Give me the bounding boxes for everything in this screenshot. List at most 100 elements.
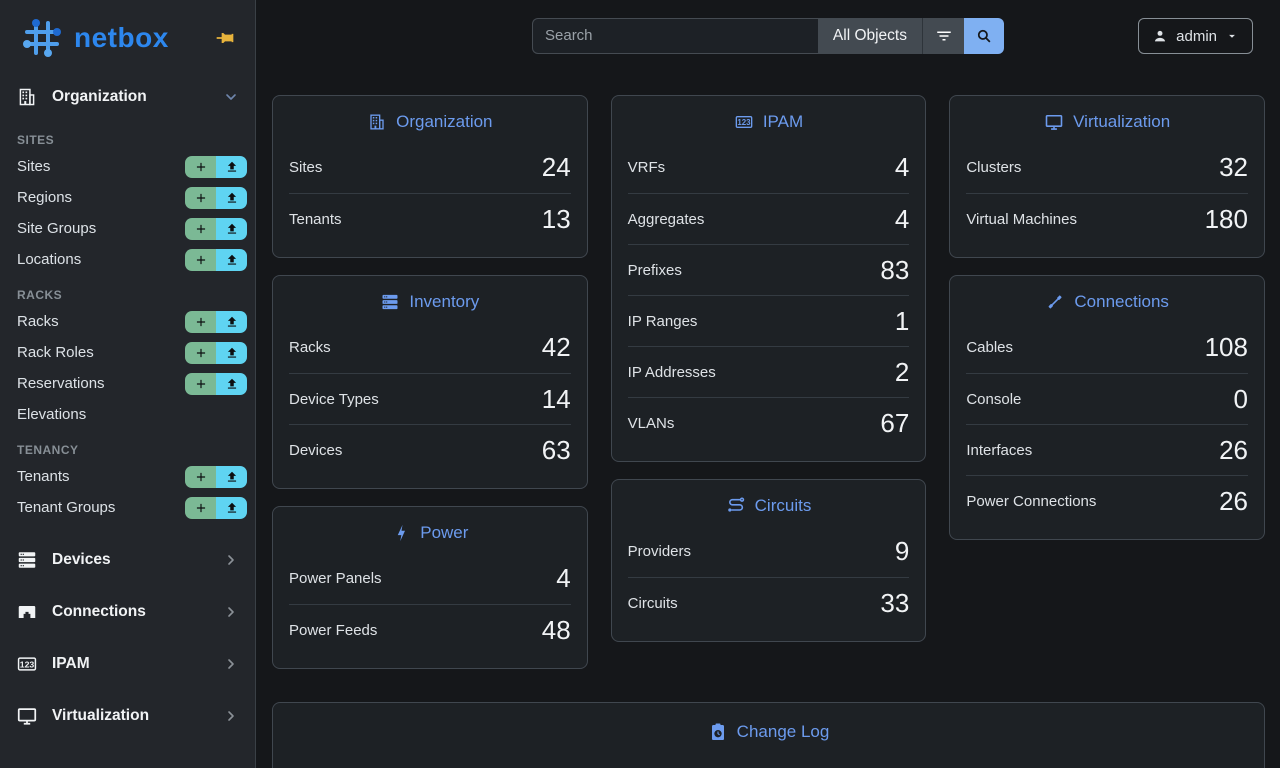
sidebar-item-link[interactable]: Racks bbox=[17, 313, 59, 330]
add-button[interactable] bbox=[185, 155, 216, 178]
card-power: Power Power Panels 4 Power Feeds 48 bbox=[272, 506, 588, 669]
search-scope-button[interactable]: All Objects bbox=[817, 17, 922, 54]
stat-row-vlans: VLANs 67 bbox=[627, 397, 910, 448]
sidebar-item-link[interactable]: Sites bbox=[17, 158, 51, 175]
sidebar-item-link[interactable]: Reservations bbox=[17, 375, 105, 392]
add-button[interactable] bbox=[185, 248, 216, 271]
sidebar-item-link[interactable]: Elevations bbox=[17, 406, 87, 423]
card-header: Connections bbox=[950, 276, 1264, 322]
stat-label-link[interactable]: Interfaces bbox=[966, 441, 1033, 459]
import-button[interactable] bbox=[216, 310, 247, 333]
add-button[interactable] bbox=[185, 372, 216, 395]
sidebar-group-label: Connections bbox=[52, 603, 146, 620]
card-title-link[interactable]: Organization bbox=[396, 112, 493, 131]
stat-row-power-connections: Power Connections 26 bbox=[966, 475, 1248, 526]
sidebar-group-organization[interactable]: Organization bbox=[0, 74, 255, 120]
stat-label-link[interactable]: Power Feeds bbox=[289, 621, 378, 639]
sidebar-pin-button[interactable] bbox=[215, 28, 235, 48]
stat-label-link[interactable]: IP Addresses bbox=[627, 363, 716, 381]
search-submit-button[interactable] bbox=[964, 17, 1004, 54]
plus-icon bbox=[194, 160, 208, 174]
upload-icon bbox=[225, 191, 239, 205]
stat-label-link[interactable]: Clusters bbox=[966, 159, 1022, 176]
stat-label-link[interactable]: Circuits bbox=[627, 594, 678, 612]
sidebar-item-link[interactable]: Tenants bbox=[17, 468, 70, 485]
sidebar-group-label: IPAM bbox=[52, 655, 90, 672]
building-icon bbox=[367, 112, 387, 132]
stat-row-prefixes: Prefixes 83 bbox=[627, 244, 910, 295]
stat-label-link[interactable]: Aggregates bbox=[627, 210, 705, 228]
add-button[interactable] bbox=[185, 341, 216, 364]
dashboard-column: Virtualization Clusters 32 Virtual Machines… bbox=[949, 95, 1265, 540]
import-button[interactable] bbox=[216, 186, 247, 209]
card-title-link[interactable]: Connections bbox=[1074, 292, 1169, 311]
sidebar-group-devices[interactable]: Devices bbox=[0, 537, 255, 583]
stat-label-link[interactable]: Power Connections bbox=[966, 492, 1097, 510]
main-area: All Objects admin OrganizationSites24Ten… bbox=[256, 0, 1280, 768]
add-button[interactable] bbox=[185, 310, 216, 333]
import-button[interactable] bbox=[216, 465, 247, 488]
card-title-link[interactable]: Change Log bbox=[736, 722, 830, 741]
import-button[interactable] bbox=[216, 155, 247, 178]
card-title-link[interactable]: Virtualization bbox=[1073, 112, 1171, 131]
sidebar-group-connections[interactable]: Connections bbox=[0, 589, 255, 635]
stat-label-link[interactable]: Providers bbox=[627, 543, 692, 560]
person-icon bbox=[1152, 28, 1168, 44]
card-title-link[interactable]: IPAM bbox=[762, 112, 804, 131]
stat-label-link[interactable]: VRFs bbox=[627, 159, 666, 176]
netbox-logo-link[interactable]: netbox bbox=[18, 14, 169, 62]
sidebar-item-link[interactable]: Site Groups bbox=[17, 220, 97, 237]
stat-label-link[interactable]: Cables bbox=[966, 339, 1014, 356]
add-button[interactable] bbox=[185, 496, 216, 519]
svg-text:123: 123 bbox=[737, 118, 751, 127]
search-input[interactable] bbox=[532, 17, 818, 54]
sidebar: netbox Organization SITES Sites Regions Sit… bbox=[0, 0, 256, 768]
add-button[interactable] bbox=[185, 186, 216, 209]
add-button[interactable] bbox=[185, 217, 216, 240]
import-button[interactable] bbox=[216, 496, 247, 519]
item-action-buttons bbox=[185, 372, 247, 395]
stat-label-link[interactable]: Devices bbox=[289, 441, 343, 459]
search-filter-button[interactable] bbox=[922, 17, 964, 54]
stat-label-link[interactable]: Racks bbox=[289, 339, 331, 356]
stat-label-link[interactable]: IP Ranges bbox=[627, 312, 698, 330]
card-title-link[interactable]: Inventory bbox=[409, 292, 480, 311]
import-button[interactable] bbox=[216, 372, 247, 395]
card-header: Power bbox=[273, 507, 587, 553]
stat-label-link[interactable]: Sites bbox=[289, 159, 323, 176]
card-title-link[interactable]: Power bbox=[420, 523, 469, 542]
stat-label-link[interactable]: Virtual Machines bbox=[966, 210, 1077, 228]
item-action-buttons bbox=[185, 155, 247, 178]
sidebar-item-link[interactable]: Locations bbox=[17, 251, 82, 268]
stat-label-link[interactable]: Prefixes bbox=[627, 261, 682, 279]
stat-row-tenants: Tenants 13 bbox=[289, 193, 571, 244]
chevron-right-icon bbox=[223, 708, 239, 724]
user-menu-button[interactable]: admin bbox=[1138, 18, 1253, 54]
sidebar-group-label: Organization bbox=[52, 88, 147, 105]
stat-label-link[interactable]: Device Types bbox=[289, 390, 379, 408]
sidebar-item-rack-roles: Rack Roles bbox=[0, 337, 255, 368]
stat-label-link[interactable]: Power Panels bbox=[289, 570, 382, 587]
card-circuits: Circuits Providers 9 Circuits 33 bbox=[610, 479, 927, 642]
upload-icon bbox=[225, 253, 239, 267]
add-button[interactable] bbox=[185, 465, 216, 488]
stat-label-link[interactable]: Tenants bbox=[289, 210, 342, 228]
pin-icon bbox=[215, 28, 235, 48]
import-button[interactable] bbox=[216, 248, 247, 271]
topbar: All Objects admin bbox=[256, 0, 1280, 71]
import-button[interactable] bbox=[216, 217, 247, 240]
item-action-buttons bbox=[185, 248, 247, 271]
sidebar-item-link[interactable]: Regions bbox=[17, 189, 73, 206]
stat-label-link[interactable]: VLANs bbox=[627, 414, 675, 432]
sidebar-item-link[interactable]: Tenant Groups bbox=[17, 499, 116, 516]
stat-label-link[interactable]: Console bbox=[966, 390, 1022, 408]
import-button[interactable] bbox=[216, 341, 247, 364]
stat-row-aggregates: Aggregates 4 bbox=[627, 193, 910, 244]
lightning-icon bbox=[391, 523, 411, 543]
chevron-right-icon bbox=[223, 604, 239, 620]
sidebar-item-link[interactable]: Rack Roles bbox=[17, 344, 94, 361]
card-title-link[interactable]: Circuits bbox=[754, 496, 812, 515]
sidebar-group-virtualization[interactable]: Virtualization bbox=[0, 693, 255, 739]
sidebar-item-sites: Sites bbox=[0, 151, 255, 182]
sidebar-group-ipam[interactable]: 123 IPAM bbox=[0, 641, 255, 687]
